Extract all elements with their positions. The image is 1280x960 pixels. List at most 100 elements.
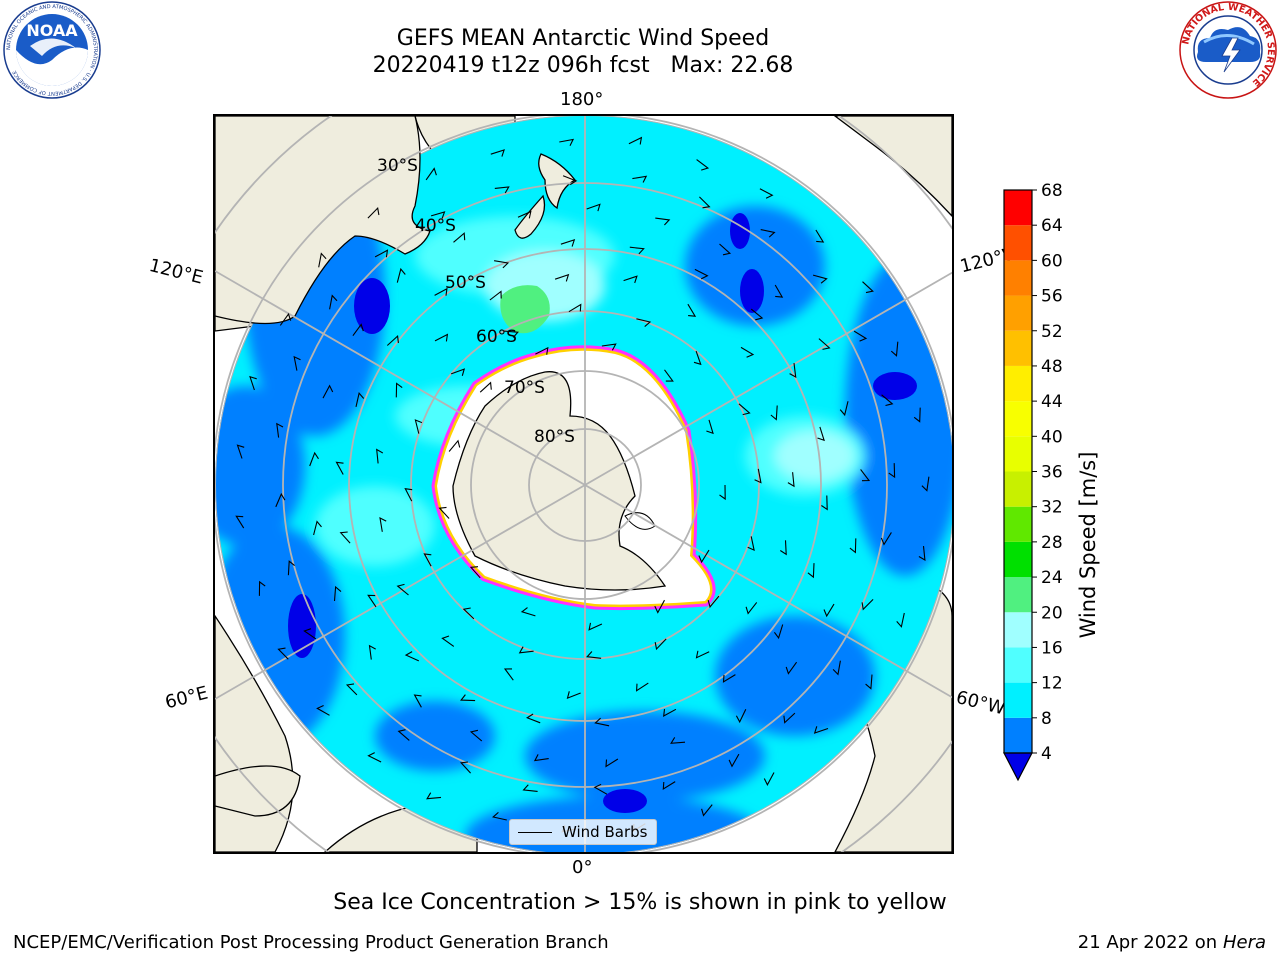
wind-barb xyxy=(293,355,301,371)
chart-subtitle: 20220419 t12z 096h fcst Max: 22.68 xyxy=(372,53,794,78)
wind-barb xyxy=(249,375,257,391)
wind-barb xyxy=(303,628,317,640)
footer-credit: NCEP/EMC/Verification Post Processing Pr… xyxy=(13,932,609,953)
wind-barb xyxy=(404,488,413,502)
wind-barb xyxy=(862,281,874,294)
wind-barb xyxy=(258,580,266,596)
wind-barb xyxy=(479,381,492,393)
wind-barb xyxy=(376,448,384,464)
colorbar-tick-label: 48 xyxy=(1041,357,1063,377)
wind-barb xyxy=(623,275,638,284)
wind-barb xyxy=(629,246,645,255)
lat-labels: 30°S 40°S 50°S 60°S 70°S 80°S xyxy=(377,156,575,447)
wind-barb xyxy=(522,784,538,792)
wind-barb xyxy=(460,694,476,702)
wind-barb xyxy=(503,330,519,338)
colorbar-bin xyxy=(1004,471,1032,507)
lat-label-80s: 80°S xyxy=(534,427,575,447)
colorbar-tick-label: 8 xyxy=(1041,709,1052,729)
wind-barb xyxy=(813,726,829,734)
wind-barb xyxy=(832,660,841,676)
wind-barb xyxy=(728,753,740,768)
wind-barb xyxy=(701,804,713,817)
wind-barb xyxy=(329,294,338,310)
colorbar-tick-label: 60 xyxy=(1041,251,1063,271)
wind-barb xyxy=(861,599,874,611)
wind-barb xyxy=(750,308,764,321)
wind-barb xyxy=(316,705,330,716)
wind-barb xyxy=(386,334,399,346)
colorbar-bin xyxy=(1004,225,1032,261)
wind-barb xyxy=(763,772,775,787)
nws-logo: NATIONAL WEATHER SERVICE xyxy=(1176,0,1280,106)
wind-barb xyxy=(719,243,732,256)
colorbar-tick-label: 28 xyxy=(1041,533,1063,553)
wind-barb xyxy=(785,661,798,675)
colorbar-bin xyxy=(1004,436,1032,472)
wind-barb xyxy=(568,303,582,313)
wind-barb xyxy=(492,811,507,821)
wind-barb xyxy=(413,694,422,708)
wind-barb xyxy=(448,439,461,452)
wind-barb xyxy=(815,229,825,243)
colorbar-tick-label: 68 xyxy=(1041,181,1063,201)
lon-label-60e: 60°E xyxy=(163,682,211,714)
wind-barb xyxy=(695,650,710,659)
wind-barb xyxy=(352,323,364,337)
wind-barb xyxy=(426,792,442,800)
colorbar-bin xyxy=(1004,647,1032,683)
wind-barb xyxy=(441,635,455,647)
wind-barb xyxy=(275,492,286,508)
caption: Sea Ice Concentration > 15% is shown in … xyxy=(333,890,947,915)
wind-barb xyxy=(707,595,720,609)
wind-barb xyxy=(367,594,377,608)
colorbar-bin xyxy=(1004,190,1032,226)
colorbar-under-extension xyxy=(1003,752,1033,782)
wind-barb xyxy=(404,651,420,662)
wind-barb xyxy=(277,647,289,660)
wind-barb xyxy=(789,363,797,379)
wind-barb xyxy=(562,175,578,186)
wind-barb xyxy=(823,603,835,618)
wind-barb xyxy=(635,682,649,692)
wind-barb xyxy=(722,674,736,683)
colorbar-tick-label: 24 xyxy=(1041,568,1063,588)
legend-line-swatch xyxy=(518,831,552,833)
lat-label-60s: 60°S xyxy=(476,327,517,347)
wind-barb xyxy=(807,563,815,579)
wind-barb xyxy=(533,754,549,762)
wind-barb xyxy=(490,149,505,157)
wind-barb xyxy=(438,506,450,519)
wind-barb xyxy=(559,138,575,147)
wind-barb xyxy=(309,451,319,467)
colorbar-tick-label: 4 xyxy=(1041,744,1052,764)
wind-barb xyxy=(817,426,825,442)
wind-barb xyxy=(525,713,541,724)
wind-barb xyxy=(888,463,896,479)
wind-barb xyxy=(374,249,389,258)
colorbar-tick-label: 16 xyxy=(1041,638,1063,658)
wind-barb xyxy=(462,607,475,620)
wind-barb xyxy=(560,239,576,247)
wind-barb xyxy=(699,196,711,209)
wind-barb xyxy=(517,210,532,219)
noaa-wordmark: NOAA xyxy=(26,21,78,40)
wind-barb xyxy=(706,419,714,435)
wind-barb xyxy=(821,495,828,511)
wind-barb xyxy=(760,229,776,238)
wind-barb xyxy=(494,186,510,194)
wind-barb xyxy=(396,267,406,283)
wind-barb xyxy=(687,303,697,317)
wind-barb xyxy=(890,341,899,357)
wind-barb xyxy=(735,709,747,724)
colorbar-tick-label: 64 xyxy=(1041,216,1063,236)
wind-barb xyxy=(434,287,448,296)
footer-date: 21 Apr 2022 on Hera xyxy=(1078,932,1266,953)
wind-barb xyxy=(594,717,610,727)
wind-barb xyxy=(921,476,930,492)
colorbar-tick-label: 12 xyxy=(1041,674,1063,694)
colorbar-tick-label: 44 xyxy=(1041,392,1063,412)
wind-barb xyxy=(719,484,726,501)
graticule xyxy=(215,116,952,852)
colorbar-bin xyxy=(1004,541,1032,578)
